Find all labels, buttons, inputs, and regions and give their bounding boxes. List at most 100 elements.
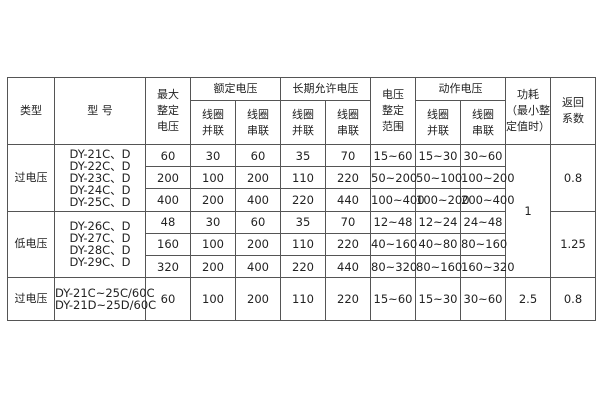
return-coef-cell: 1.25	[550, 210, 596, 279]
range-cell: 50~200	[370, 166, 417, 190]
type-cell: 过电压	[7, 277, 55, 322]
max-cell: 160	[145, 232, 191, 256]
model-name: DY-27C、D	[69, 231, 131, 246]
action-series-cell: 200~400	[460, 188, 515, 212]
max-cell: 200	[145, 166, 191, 190]
specs-table: 类型 型 号 最大 整定 电压 额定电压 长期允许电压 电压 整定 范围 动作电压 功耗…	[7, 77, 600, 322]
long-series-cell: 220	[325, 166, 371, 190]
table-body: 过电压 DY-21C、D DY-22C、D DY-23C、D DY-24C、D DY-25…	[7, 143, 600, 279]
long-parallel-cell: 220	[280, 254, 326, 279]
action-parallel-cell: 80~160	[415, 254, 462, 279]
action-series-cell: 30~60	[460, 277, 506, 322]
range-cell: 15~60	[370, 143, 416, 168]
action-series-cell: 30~60	[460, 143, 506, 168]
action-parallel-cell: 50~100	[415, 166, 462, 190]
table-row: 320 200 400 220 440 80~320 80~160 160~320	[8, 254, 600, 279]
action-parallel-cell: 40~80	[415, 232, 461, 256]
model-name: DY-23C、D	[69, 170, 131, 185]
long-parallel-cell: 35	[280, 210, 326, 234]
model-name: DY-26C、D	[69, 219, 131, 234]
long-parallel-cell: 220	[280, 188, 326, 212]
rated-parallel-cell: 200	[190, 188, 236, 212]
header-long-series: 线圈 串联	[325, 100, 371, 145]
action-parallel-cell: 12~24	[415, 210, 461, 234]
model-name: DY-25C、D	[69, 194, 131, 209]
max-cell: 60	[145, 143, 191, 168]
rated-parallel-cell: 100	[190, 166, 236, 190]
header-action: 动作电压	[415, 77, 506, 101]
rated-series-cell: 60	[235, 210, 281, 234]
range-cell: 80~320	[370, 254, 417, 279]
long-parallel-cell: 110	[280, 277, 326, 322]
table-row: 400 200 400 220 440 100~400 100~200 200~400	[8, 188, 600, 212]
action-series-cell: 24~48	[460, 210, 506, 234]
model-cell: DY-21C~25C/60C DY-21D~25D/60C	[54, 277, 156, 322]
rated-series-cell: 400	[235, 254, 281, 279]
max-cell: 400	[145, 188, 191, 212]
table-row: 过电压 DY-21C~25C/60C DY-21D~25D/60C 60 100 …	[7, 277, 600, 322]
long-parallel-cell: 110	[280, 232, 326, 256]
header-rated: 额定电压	[190, 77, 281, 101]
table-row: 过电压 DY-21C、D DY-22C、D DY-23C、D DY-24C、D DY-25…	[7, 143, 600, 279]
action-series-cell: 80~160	[460, 232, 507, 256]
max-cell: 60	[145, 277, 191, 322]
header-long-term: 长期允许电压	[280, 77, 371, 101]
header-type: 类型	[7, 77, 55, 145]
rated-parallel-cell: 100	[190, 232, 236, 256]
action-parallel-cell: 100~200	[415, 188, 470, 212]
action-parallel-cell: 15~30	[415, 143, 461, 168]
header-power: 功耗 （最小整 定值时）	[505, 77, 551, 145]
table-row: 低电压 DY-26C、D DY-27C、D DY-28C、D DY-29C、D 48 30 6…	[7, 210, 600, 279]
header-long-parallel: 线圈 并联	[280, 100, 326, 145]
rated-parallel-cell: 30	[190, 210, 236, 234]
action-series-cell: 160~320	[460, 254, 515, 279]
long-series-cell: 220	[325, 277, 371, 322]
long-series-cell: 220	[325, 232, 371, 256]
range-cell: 15~60	[370, 277, 416, 322]
rated-series-cell: 200	[235, 232, 281, 256]
rated-parallel-cell: 30	[190, 143, 236, 168]
range-cell: 40~160	[370, 232, 417, 256]
header-model: 型 号	[54, 77, 146, 145]
action-series-cell: 100~200	[460, 166, 515, 190]
return-coef-cell: 0.8	[550, 144, 596, 212]
header-rated-parallel: 线圈 并联	[190, 100, 236, 145]
model-name: DY-22C、D	[69, 158, 131, 173]
header-action-series: 线圈 串联	[460, 100, 506, 145]
power-cell: 2.5	[505, 277, 551, 322]
max-cell: 320	[145, 254, 191, 279]
table-row: 160 100 200 110 220 40~160 40~80 80~160	[8, 232, 600, 256]
model-name: DY-24C、D	[69, 182, 131, 197]
model-name: DY-21C、D	[69, 146, 131, 161]
long-series-cell: 70	[325, 143, 371, 168]
type-cell: 过电压	[7, 144, 55, 212]
model-name: DY-28C、D	[69, 243, 131, 258]
long-series-cell: 440	[325, 188, 371, 212]
model-cell: DY-26C、D DY-27C、D DY-28C、D DY-29C、D	[54, 210, 146, 279]
type-cell: 低电压	[7, 210, 55, 279]
range-cell: 12~48	[370, 210, 416, 234]
header-return-coef: 返回 系数	[550, 77, 596, 145]
rated-parallel-cell: 200	[190, 254, 236, 279]
model-name: DY-29C、D	[69, 255, 131, 270]
model-cell: DY-21C、D DY-22C、D DY-23C、D DY-24C、D DY-25C、D	[54, 144, 146, 212]
rated-series-cell: 200	[235, 277, 281, 322]
rated-series-cell: 60	[235, 143, 281, 168]
return-coef-cell: 0.8	[550, 277, 596, 322]
long-parallel-cell: 35	[280, 143, 326, 168]
header-range: 电压 整定 范围	[370, 77, 416, 145]
rated-parallel-cell: 100	[190, 277, 236, 322]
table-row: 200 100 200 110 220 50~200 50~100 100~200	[8, 166, 600, 190]
header-rated-series: 线圈 串联	[235, 100, 281, 145]
range-cell: 100~400	[370, 188, 425, 212]
power-cell: 1	[505, 143, 551, 279]
action-parallel-cell: 15~30	[415, 277, 461, 322]
rated-series-cell: 400	[235, 188, 281, 212]
header-max-setting: 最大 整定 电压	[145, 77, 191, 145]
rated-series-cell: 200	[235, 166, 281, 190]
max-cell: 48	[145, 210, 191, 234]
long-series-cell: 440	[325, 254, 371, 279]
long-series-cell: 70	[325, 210, 371, 234]
long-parallel-cell: 110	[280, 166, 326, 190]
header-action-parallel: 线圈 并联	[415, 100, 461, 145]
